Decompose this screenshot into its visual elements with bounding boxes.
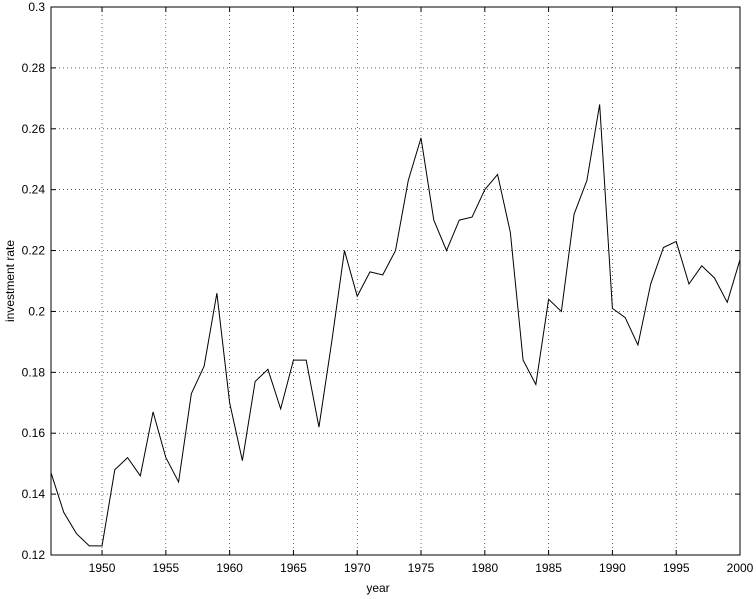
y-tick-label: 0.16 [22,426,46,440]
y-tick-label: 0.18 [22,365,46,379]
x-tick-label: 1980 [471,561,498,575]
y-tick-label: 0.28 [22,61,46,75]
x-axis-label: year [366,581,389,595]
y-axis-label: investment rate [3,240,17,322]
y-tick-label: 0.3 [28,0,45,14]
y-tick-label: 0.14 [22,487,46,501]
x-tick-label: 1955 [152,561,179,575]
x-tick-label: 1950 [89,561,116,575]
y-tick-label: 0.26 [22,122,46,136]
x-tick-label: 1965 [280,561,307,575]
x-tick-label: 1975 [408,561,435,575]
x-tick-label: 1960 [216,561,243,575]
y-tick-label: 0.12 [22,548,46,562]
y-tick-label: 0.2 [28,304,45,318]
plot-frame [50,6,741,556]
data-line [50,104,741,547]
x-tick-label: 1985 [535,561,562,575]
x-tick-label: 1995 [663,561,690,575]
x-tick-label: 2000 [727,561,754,575]
x-tick-label: 1970 [344,561,371,575]
y-tick-label: 0.22 [22,244,46,258]
y-tick-label: 0.24 [22,183,46,197]
x-tick-label: 1990 [599,561,626,575]
